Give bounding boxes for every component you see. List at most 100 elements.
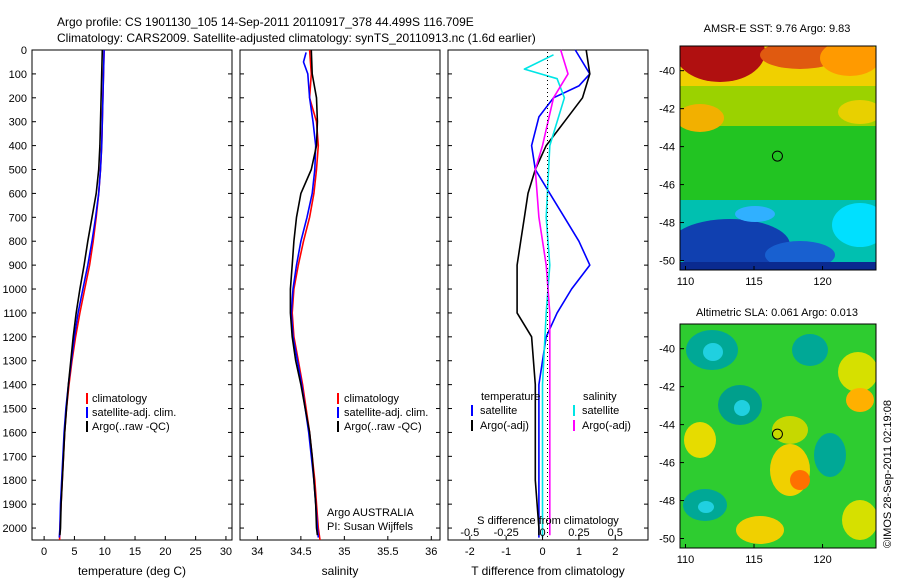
depth-tick-label: 200 (9, 93, 27, 105)
sla-map-axes: 110 115 120 -40 -42 -44 -46 -48 -50 (659, 344, 832, 566)
depth-tick-label: 1800 (3, 475, 27, 487)
map-y-tick-label: -42 (659, 104, 675, 116)
map-y-tick-label: -46 (659, 180, 675, 192)
depth-tick-label: 700 (9, 212, 27, 224)
top-x-tick-label: 0.5 (608, 527, 623, 539)
series-line-black (516, 49, 591, 536)
sst-map-frame (679, 45, 877, 271)
map-y-tick-label: -42 (659, 382, 675, 394)
legend-swatch-satellite-clim (337, 407, 339, 418)
legend-label-climatology: climatology (344, 393, 400, 405)
depth-tick-label: 100 (9, 69, 27, 81)
map-y-tick-label: -50 (659, 534, 675, 546)
sst-map (680, 46, 876, 270)
x-tick-label: 30 (220, 546, 232, 558)
profile-lines (58, 49, 591, 541)
map-y-tick-label: -48 (659, 496, 675, 508)
map-y-tick-label: -44 (659, 142, 675, 154)
depth-tick-label: 900 (9, 260, 27, 272)
legend-swatch-t-argo (471, 420, 473, 431)
legend-label-s-satellite: satellite (582, 405, 619, 417)
map-x-tick-label: 115 (745, 554, 763, 566)
series-line-blue (290, 52, 320, 538)
difference-panel-frame (447, 49, 649, 541)
depth-tick-label: 1600 (3, 427, 27, 439)
legend-label-t-argo: Argo(-adj) (480, 420, 529, 432)
x-tick-label: -1 (501, 546, 511, 558)
x-tick-label: 35.5 (377, 546, 398, 558)
sst-map-axes: 110 115 120 -40 -42 -44 -46 -48 -50 (659, 66, 832, 288)
legend-temperature-header: temperature (481, 391, 540, 403)
x-tick-label: 5 (71, 546, 77, 558)
x-tick-label: 0 (539, 546, 545, 558)
series-line-black (289, 49, 319, 536)
depth-axis-ticks (32, 49, 648, 529)
legend-label-argo: Argo(..raw -QC) (344, 421, 422, 433)
salinity-xlabel: salinity (322, 564, 359, 578)
legend-swatch-climatology (337, 393, 339, 404)
depth-tick-label: 800 (9, 236, 27, 248)
map-y-tick-label: -50 (659, 256, 675, 268)
sla-argo-marker (771, 428, 783, 440)
top-x-tick-label: 0.25 (568, 527, 589, 539)
depth-tick-label: 600 (9, 188, 27, 200)
sla-map (680, 324, 876, 548)
depth-tick-label: 1200 (3, 332, 27, 344)
figure-title-line2: Climatology: CARS2009. Satellite-adjuste… (57, 31, 536, 45)
legend-label-satellite-clim: satellite-adj. clim. (344, 407, 428, 419)
sst-argo-marker (771, 150, 783, 162)
depth-tick-label: 500 (9, 165, 27, 177)
x-tick-label: 20 (159, 546, 171, 558)
map-y-tick-label: -40 (659, 344, 675, 356)
x-tick-label: 36 (425, 546, 437, 558)
x-tick-label: -2 (465, 546, 475, 558)
depth-tick-label: 400 (9, 141, 27, 153)
x-tick-label: 1 (576, 546, 582, 558)
temperature-xlabel: temperature (deg C) (78, 564, 186, 578)
legend-swatch-s-argo (573, 420, 575, 431)
pi-name-label: PI: Susan Wijffels (327, 521, 413, 533)
sst-map-title: AMSR-E SST: 9.76 Argo: 9.83 (704, 23, 851, 35)
map-x-tick-label: 120 (813, 554, 831, 566)
salinity-panel-frame (239, 49, 441, 541)
series-line-magenta (534, 49, 569, 536)
x-axis-ticks: 0 5 10 15 20 25 30 34 34.5 35 35.5 36 -2 -1 0 1 2 -0.5 -0.… (41, 527, 623, 558)
difference-legend: temperature salinity satellite Argo(-adj… (471, 391, 631, 432)
x-tick-label: 34 (251, 546, 263, 558)
x-tick-label: 34.5 (290, 546, 311, 558)
map-y-tick-label: -40 (659, 66, 675, 78)
x-tick-label: 0 (41, 546, 47, 558)
legend-label-s-argo: Argo(-adj) (582, 420, 631, 432)
legend-swatch-satellite-clim (86, 407, 88, 418)
depth-tick-label: 0 (21, 45, 27, 57)
temperature-panel-frame (31, 49, 233, 541)
x-tick-label: 2 (612, 546, 618, 558)
top-x-tick-label: 0 (539, 527, 545, 539)
legend-label-satellite-clim: satellite-adj. clim. (92, 407, 176, 419)
x-tick-label: 15 (129, 546, 141, 558)
map-x-tick-label: 110 (677, 554, 695, 566)
depth-axis-labels: 0 100 200 300 400 500 600 700 800 900 1000 1100 1200… (3, 45, 27, 535)
depth-tick-label: 1900 (3, 499, 27, 511)
map-x-tick-label: 115 (745, 276, 763, 288)
depth-tick-label: 1500 (3, 404, 27, 416)
imos-credit: ©IMOS 28-Sep-2011 02:19:08 (882, 400, 894, 548)
depth-tick-label: 1000 (3, 284, 27, 296)
map-y-tick-label: -48 (659, 218, 675, 230)
legend-label-t-satellite: satellite (480, 405, 517, 417)
depth-tick-label: 1300 (3, 356, 27, 368)
sla-map-frame (679, 323, 877, 549)
depth-tick-label: 1700 (3, 451, 27, 463)
depth-tick-label: 300 (9, 117, 27, 129)
legend-swatch-t-satellite (471, 405, 473, 416)
series-line-blue (58, 49, 105, 538)
temperature-legend: climatology satellite-adj. clim. Argo(..… (86, 393, 176, 433)
map-y-tick-label: -44 (659, 420, 675, 432)
map-x-tick-label: 110 (677, 276, 695, 288)
series-line-black (59, 49, 104, 536)
s-difference-label: S difference from climatology (477, 515, 619, 527)
map-x-tick-label: 120 (813, 276, 831, 288)
series-line-cyan (523, 54, 566, 538)
salinity-legend: climatology satellite-adj. clim. Argo(..… (327, 393, 428, 533)
